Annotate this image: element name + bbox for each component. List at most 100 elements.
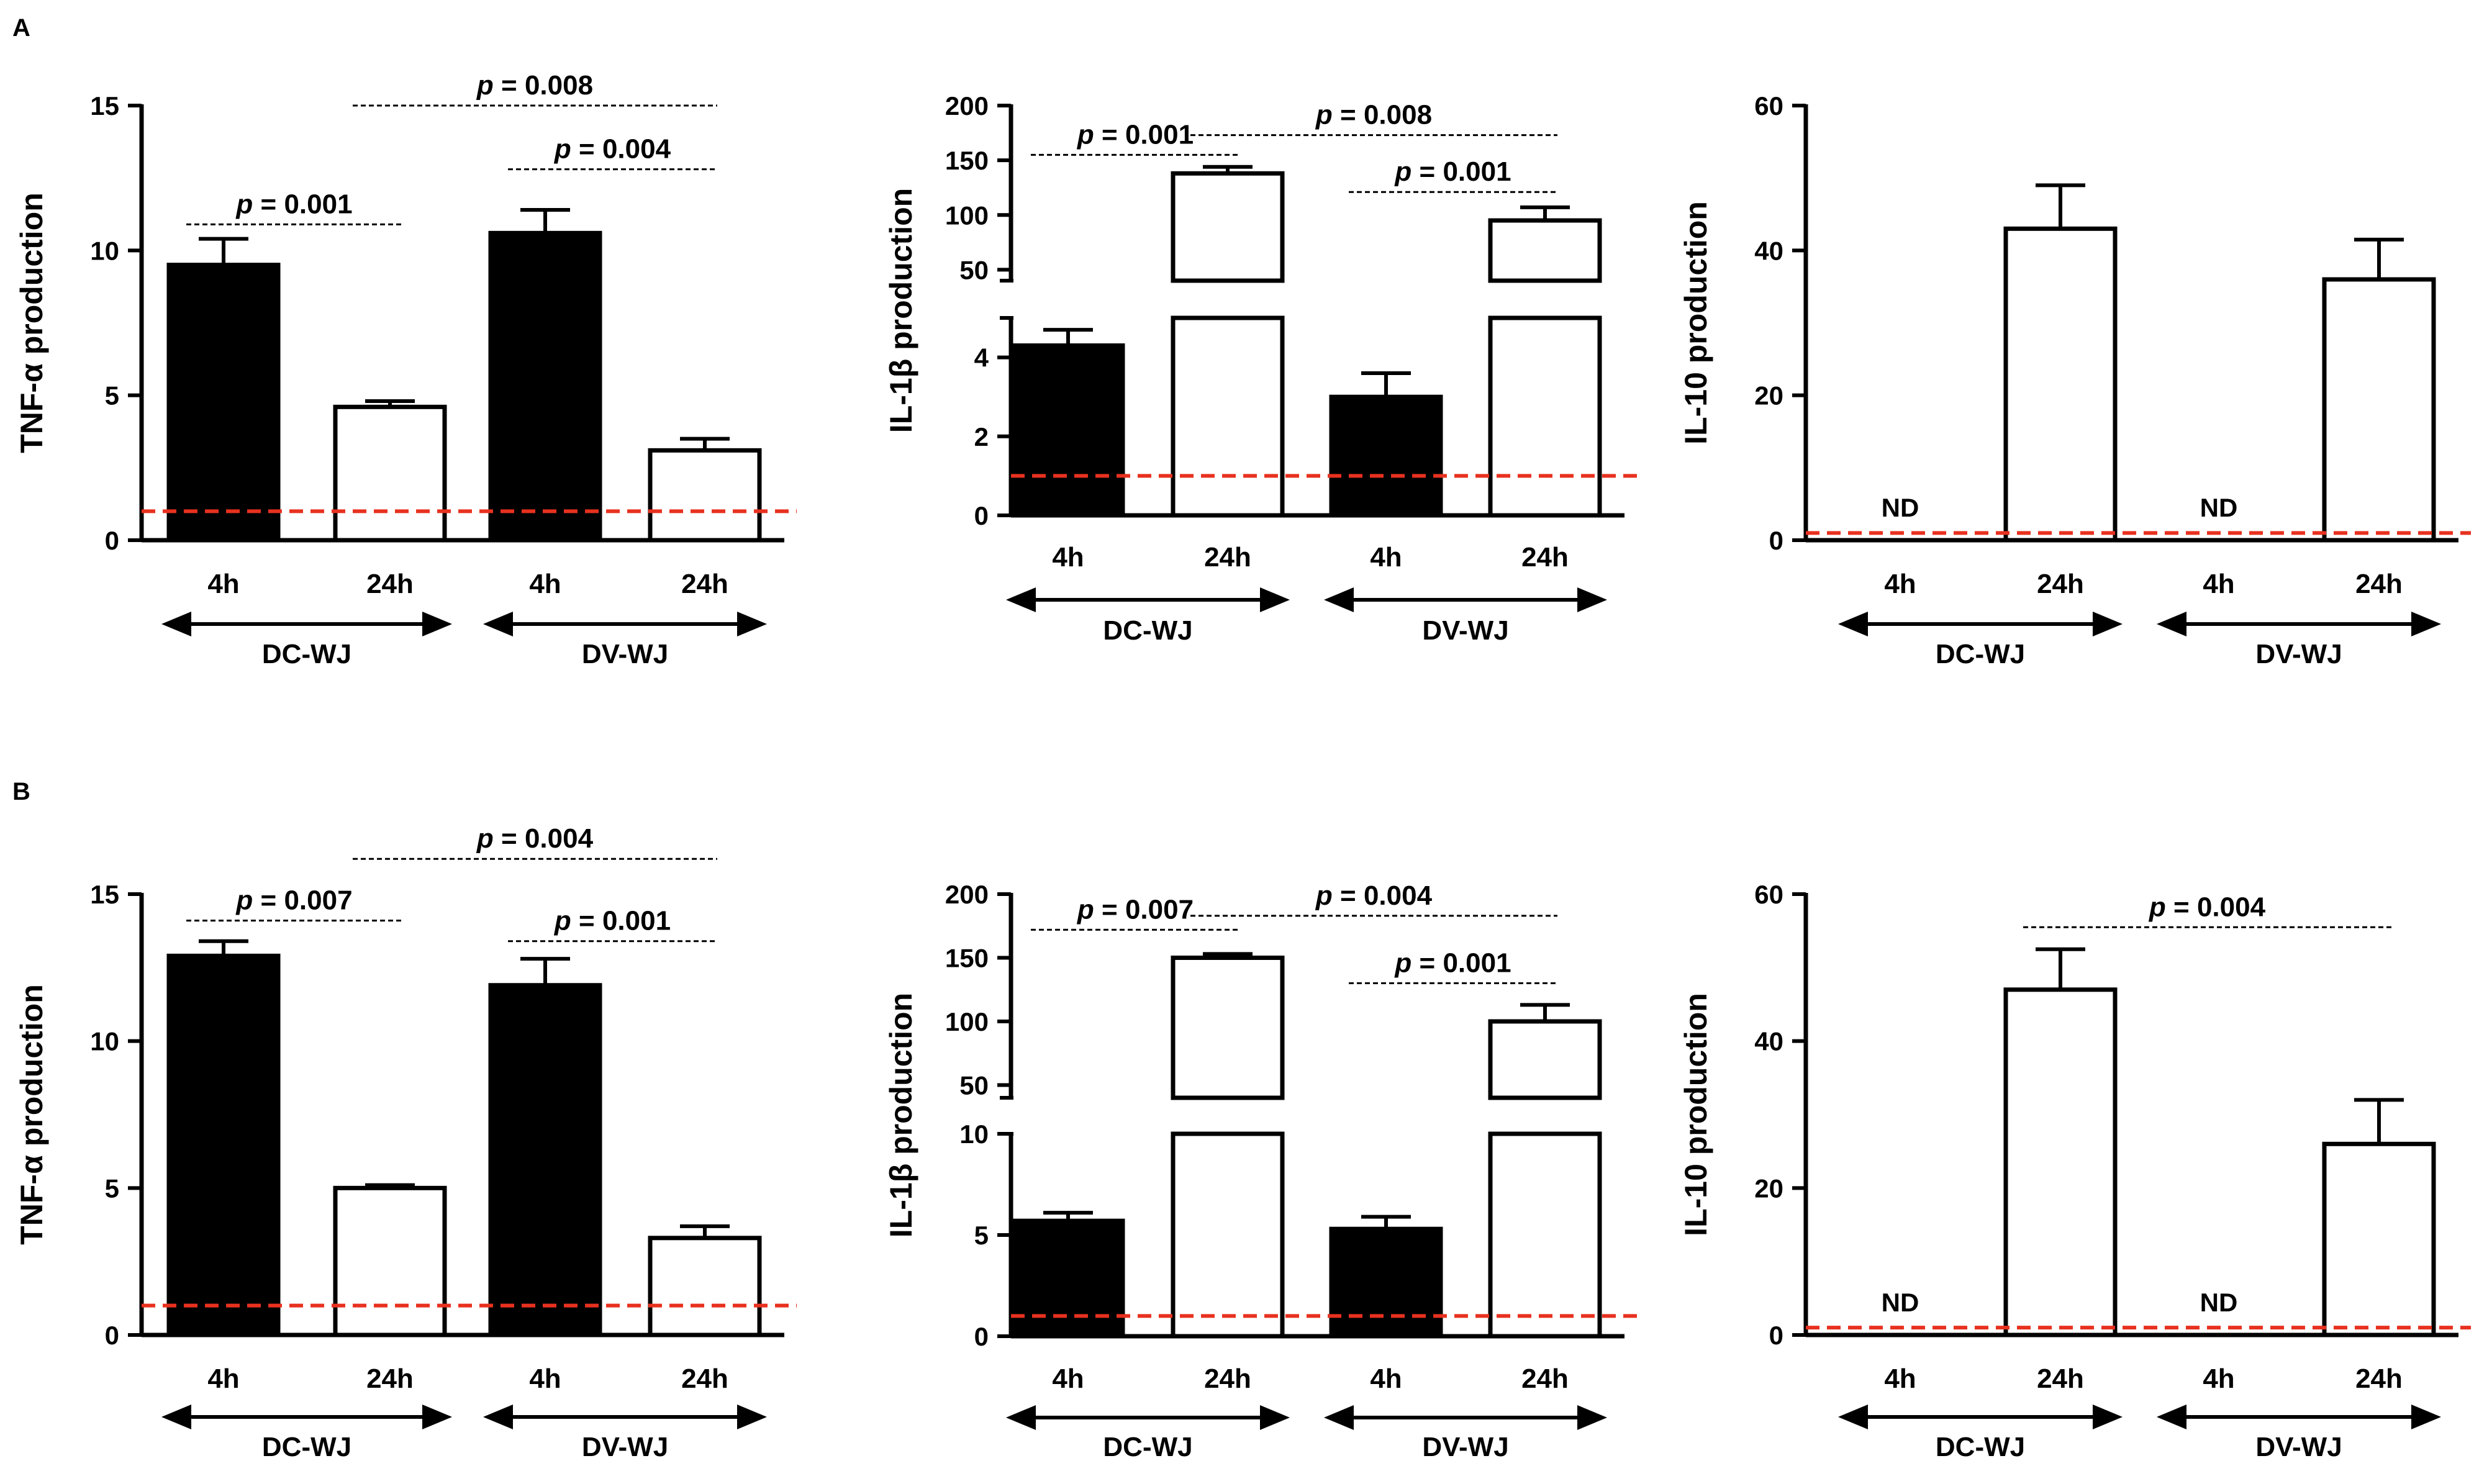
x-tick-label: 24h bbox=[366, 569, 414, 599]
x-tick-label: 4h bbox=[207, 1364, 239, 1394]
axis-break-gap bbox=[1487, 1100, 1603, 1131]
group-label: DV-WJ bbox=[2255, 639, 2342, 669]
axis-break-gap bbox=[1487, 283, 1603, 315]
bar bbox=[1488, 218, 1602, 283]
y-tick-label: 0 bbox=[105, 526, 119, 555]
group-label: DV-WJ bbox=[2255, 1432, 2342, 1462]
p-value-label: p = 0.004 bbox=[2149, 892, 2266, 922]
x-tick-label: 24h bbox=[1521, 542, 1569, 572]
y-tick-label: 10 bbox=[90, 1027, 119, 1056]
y-tick-label: 60 bbox=[1754, 91, 1783, 120]
arrow-right-icon bbox=[1260, 1405, 1290, 1430]
arrow-right-icon bbox=[2411, 612, 2441, 636]
y-axis-label: TNF-α production bbox=[14, 984, 49, 1245]
group-label: DV-WJ bbox=[582, 1432, 668, 1462]
p-value-label: p = 0.008 bbox=[1315, 100, 1432, 130]
x-tick-label: 4h bbox=[2203, 1364, 2234, 1394]
p-value-label: p = 0.001 bbox=[1394, 156, 1511, 187]
arrow-right-icon bbox=[422, 1405, 452, 1429]
group-label: DC-WJ bbox=[1936, 1432, 2025, 1462]
x-tick-label: 4h bbox=[1884, 1364, 1916, 1394]
y-tick-label: 150 bbox=[945, 944, 989, 973]
group-label: DV-WJ bbox=[1422, 615, 1508, 646]
nd-label: ND bbox=[2200, 493, 2238, 522]
arrow-right-icon bbox=[2411, 1405, 2441, 1429]
bar bbox=[1488, 1019, 1602, 1100]
y-tick-label: 5 bbox=[105, 1174, 119, 1203]
y-tick-label: 60 bbox=[1754, 880, 1783, 909]
y-tick-label: 5 bbox=[974, 1221, 989, 1250]
y-tick-label: 40 bbox=[1754, 236, 1783, 265]
p-value-label: p = 0.008 bbox=[476, 70, 593, 101]
y-tick-label: 0 bbox=[974, 1322, 989, 1351]
arrow-left-icon bbox=[1324, 1405, 1354, 1430]
group-label: DC-WJ bbox=[1103, 615, 1192, 646]
p-value-label: p = 0.001 bbox=[1394, 948, 1511, 979]
x-tick-label: 24h bbox=[366, 1364, 414, 1394]
chart-a3: ND ND 0 20 40 60 IL-10 production 4h 24h 4h 24h DC-… bbox=[1679, 91, 2471, 669]
y-tick-label: 0 bbox=[1769, 1321, 1783, 1350]
arrow-right-icon bbox=[1577, 587, 1607, 612]
y-tick-label: 15 bbox=[90, 880, 119, 909]
x-tick-label: 4h bbox=[2203, 569, 2234, 599]
arrow-right-icon bbox=[2093, 1405, 2123, 1429]
x-tick-label: 24h bbox=[2355, 1364, 2403, 1394]
y-tick-label: 0 bbox=[1769, 526, 1783, 555]
arrow-left-icon bbox=[161, 612, 191, 636]
p-value-label: p = 0.004 bbox=[1315, 880, 1433, 911]
y-tick-label: 100 bbox=[945, 201, 989, 230]
panel-label-a: A bbox=[12, 14, 30, 42]
x-tick-label: 4h bbox=[1052, 542, 1084, 572]
arrow-left-icon bbox=[483, 612, 513, 636]
bar bbox=[488, 230, 602, 543]
p-value-label: p = 0.004 bbox=[554, 134, 671, 165]
p-value-label: p = 0.001 bbox=[1077, 119, 1194, 150]
bar bbox=[1171, 956, 1285, 1100]
y-tick-label: 100 bbox=[945, 1007, 989, 1036]
y-tick-label: 20 bbox=[1754, 1174, 1783, 1203]
x-tick-label: 24h bbox=[2355, 569, 2403, 599]
y-tick-label: 0 bbox=[105, 1321, 119, 1350]
y-tick-label: 0 bbox=[974, 501, 989, 530]
x-tick-label: 4h bbox=[1370, 1364, 1402, 1394]
arrow-left-icon bbox=[1006, 587, 1036, 612]
arrow-left-icon bbox=[1006, 1405, 1036, 1430]
y-axis-label: TNF-α production bbox=[14, 192, 49, 453]
bar bbox=[1171, 315, 1285, 518]
nd-label: ND bbox=[1882, 1288, 1919, 1317]
x-tick-label: 24h bbox=[2037, 569, 2084, 599]
y-tick-label: 50 bbox=[959, 255, 989, 284]
p-value-label: p = 0.004 bbox=[476, 823, 594, 854]
bar bbox=[166, 263, 281, 543]
bar bbox=[2003, 226, 2118, 543]
arrow-left-icon bbox=[1838, 1405, 1868, 1429]
arrow-right-icon bbox=[737, 1405, 767, 1429]
axis-break-gap bbox=[1169, 1100, 1286, 1131]
group-label: DC-WJ bbox=[262, 639, 351, 669]
chart-b2: 50 100 150 200 0 5 10 IL-1β production 4h 24h 4h 24… bbox=[884, 880, 1637, 1462]
p-value-label: p = 0.001 bbox=[235, 189, 352, 219]
bar bbox=[1011, 1218, 1125, 1339]
bar bbox=[333, 1185, 447, 1337]
x-tick-label: 4h bbox=[1884, 569, 1916, 599]
bar bbox=[1329, 1226, 1443, 1339]
y-tick-label: 200 bbox=[945, 880, 989, 909]
x-tick-label: 24h bbox=[1204, 1364, 1251, 1394]
group-label: DC-WJ bbox=[1936, 639, 2025, 669]
arrow-right-icon bbox=[1260, 587, 1290, 612]
y-tick-label: 150 bbox=[945, 146, 989, 175]
y-tick-label: 10 bbox=[90, 236, 119, 265]
y-axis-label: IL-10 production bbox=[1679, 993, 1713, 1236]
bar bbox=[333, 404, 447, 543]
bar bbox=[2322, 1141, 2436, 1337]
x-tick-label: 24h bbox=[681, 569, 728, 599]
x-tick-label: 4h bbox=[1370, 542, 1402, 572]
arrow-right-icon bbox=[2093, 612, 2123, 636]
svg-text:A: A bbox=[12, 14, 30, 42]
panel-label-b: B bbox=[12, 778, 30, 805]
y-tick-label: 5 bbox=[105, 381, 119, 410]
svg-text:B: B bbox=[12, 778, 30, 805]
arrow-left-icon bbox=[483, 1405, 513, 1429]
x-tick-label: 24h bbox=[681, 1364, 728, 1394]
